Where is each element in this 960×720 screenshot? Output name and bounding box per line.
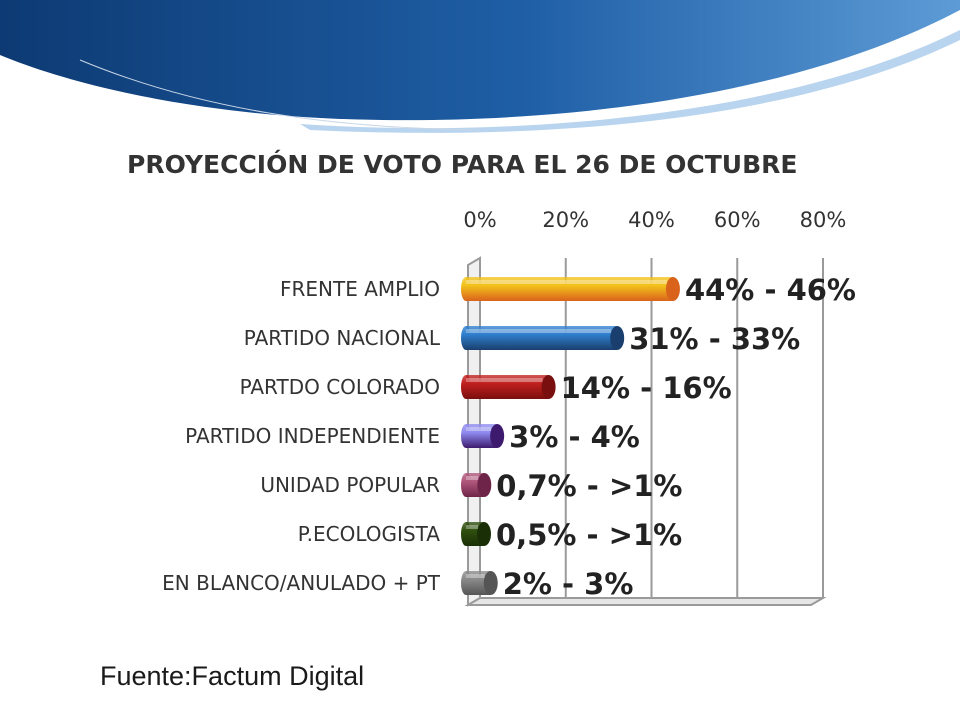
x-tick-label: 40% bbox=[628, 208, 675, 232]
slide-header-banner bbox=[0, 0, 960, 133]
bar-end-cap bbox=[490, 424, 505, 448]
bar-highlight bbox=[466, 476, 479, 480]
bar bbox=[466, 375, 549, 399]
data-label: 0,5% - >1% bbox=[496, 518, 682, 552]
bar-left-cap bbox=[461, 277, 471, 301]
category-label: EN BLANCO/ANULADO + PT bbox=[162, 571, 441, 595]
category-label: PARTIDO NACIONAL bbox=[244, 326, 441, 350]
data-label: 0,7% - >1% bbox=[496, 469, 682, 503]
x-tick-label: 20% bbox=[542, 208, 589, 232]
category-label: PARTIDO INDEPENDIENTE bbox=[185, 424, 440, 448]
bar-end-cap bbox=[477, 522, 491, 546]
bar bbox=[466, 571, 491, 595]
data-label: 44% - 46% bbox=[685, 273, 856, 307]
chart-title: PROYECCIÓN DE VOTO PARA EL 26 DE OCTUBRE bbox=[127, 150, 798, 179]
x-tick-label: 0% bbox=[463, 208, 496, 232]
category-label: PARTDO COLORADO bbox=[240, 375, 440, 399]
source-note: Fuente:Factum Digital bbox=[100, 661, 365, 691]
bar-highlight bbox=[466, 280, 667, 284]
bar-end-cap bbox=[477, 473, 492, 497]
header-swoosh bbox=[300, 30, 960, 133]
bar bbox=[466, 326, 618, 350]
bar-left-cap bbox=[461, 522, 471, 546]
x-tick-label: 60% bbox=[714, 208, 761, 232]
category-label: FRENTE AMPLIO bbox=[280, 277, 440, 301]
bar-highlight bbox=[466, 378, 543, 382]
bar-highlight bbox=[466, 574, 485, 578]
bar-left-cap bbox=[461, 424, 471, 448]
bar bbox=[466, 424, 498, 448]
bar-left-cap bbox=[461, 375, 471, 399]
bar-left-cap bbox=[461, 326, 471, 350]
data-label: 2% - 3% bbox=[503, 567, 634, 601]
bar-end-cap bbox=[665, 277, 680, 301]
bar-highlight bbox=[466, 525, 478, 529]
header-thin-line bbox=[79, 59, 481, 131]
bar-highlight bbox=[466, 427, 492, 431]
x-tick-label: 80% bbox=[800, 208, 847, 232]
header-wave bbox=[0, 0, 960, 121]
bar-left-cap bbox=[461, 473, 471, 497]
data-label: 3% - 4% bbox=[509, 420, 640, 454]
bar-end-cap bbox=[610, 326, 625, 350]
bar-end-cap bbox=[541, 375, 556, 399]
bar-highlight bbox=[466, 329, 612, 333]
bar bbox=[466, 277, 673, 301]
data-label: 31% - 33% bbox=[629, 322, 800, 356]
bar-end-cap bbox=[483, 571, 498, 595]
bar-left-cap bbox=[461, 571, 471, 595]
category-label: P.ECOLOGISTA bbox=[298, 522, 441, 546]
category-label: UNIDAD POPULAR bbox=[260, 473, 440, 497]
data-label: 14% - 16% bbox=[561, 371, 732, 405]
